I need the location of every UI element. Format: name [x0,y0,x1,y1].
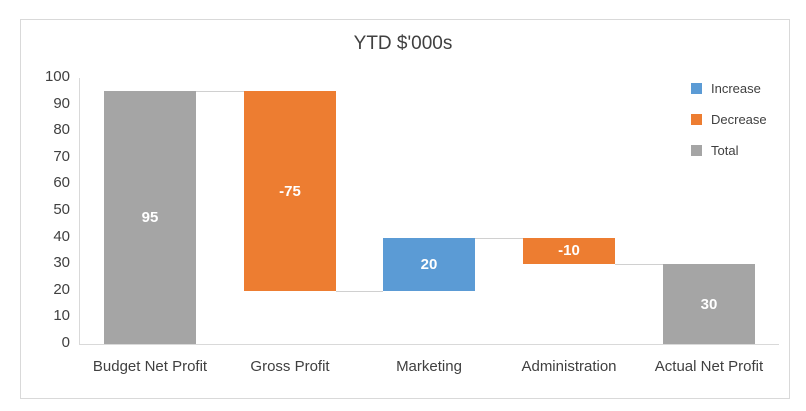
data-label: 20 [420,255,438,273]
legend-item-decrease: Decrease [691,112,767,127]
legend-swatch-icon [691,114,702,125]
x-tick-label: Marketing [396,358,462,375]
data-label: 30 [700,295,718,313]
x-tick-label: Administration [521,358,617,375]
legend-label: Increase [711,81,761,96]
connector-line [615,264,663,266]
y-tick-label: 30 [53,254,70,272]
legend-item-total: Total [691,143,738,158]
legend-label: Total [711,143,739,158]
y-tick-label: 40 [53,227,70,245]
y-tick-label: 60 [53,174,70,192]
y-tick-label: 50 [53,201,70,218]
y-tick-label: 100 [44,68,70,85]
bar-administration: -10 [523,237,615,265]
connector-line [475,237,523,239]
y-tick-label: 20 [53,280,70,298]
bar-marketing: 20 [383,237,475,291]
bar-budget-net-profit: 95 [104,91,196,344]
y-axis-line [79,78,80,345]
connector-line [336,290,383,292]
y-tick-label: 90 [53,94,70,112]
legend-label: Decrease [711,112,767,127]
legend-item-increase: Increase [691,81,761,96]
x-tick-label: Actual Net Profit [654,358,764,375]
data-label: 95 [141,209,159,227]
bar-gross-profit: -75 [244,91,336,291]
y-tick-label: 80 [53,121,70,139]
data-label: -10 [558,242,580,260]
y-tick-label: 70 [53,147,70,165]
x-tick-label: Gross Profit [250,358,330,375]
y-tick-label: 10 [53,307,70,325]
chart-title: YTD $'000s [353,33,453,54]
bar-actual-net-profit: 30 [663,264,755,344]
connector-line [196,91,244,93]
y-tick-label: 0 [61,334,70,351]
legend-swatch-icon [691,83,702,94]
x-tick-label: Budget Net Profit [92,358,208,375]
x-axis-line [79,344,779,345]
data-label: -75 [279,182,301,200]
legend-swatch-icon [691,145,702,156]
